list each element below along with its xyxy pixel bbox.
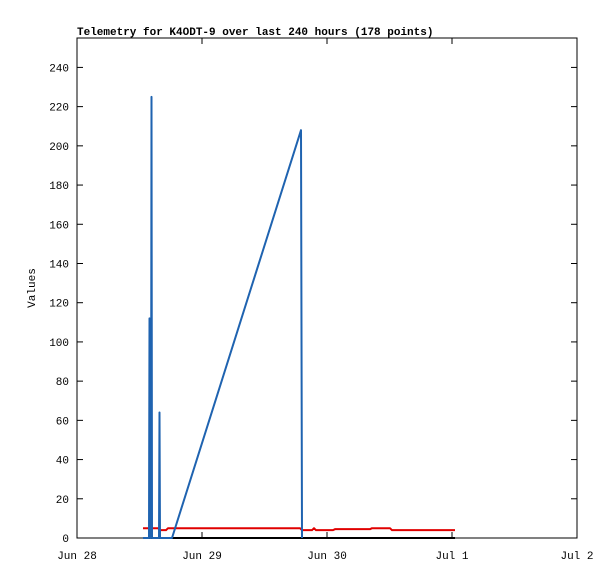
y-tick-label: 160 <box>49 220 69 232</box>
y-tick-label: 60 <box>56 416 69 428</box>
y-tick-label: 200 <box>49 142 69 154</box>
y-tick-label: 220 <box>49 103 69 115</box>
y-tick-label: 180 <box>49 181 69 193</box>
y-tick-label: 20 <box>56 495 69 507</box>
series-line <box>143 527 455 532</box>
y-axis-label: Values <box>27 268 39 308</box>
x-tick-label: Jul 2 <box>560 551 593 563</box>
y-tick-label: 40 <box>56 456 69 468</box>
chart-title: Telemetry for K4ODT-9 over last 240 hour… <box>77 27 433 39</box>
x-tick-label: Jun 29 <box>182 551 222 563</box>
y-tick-label: 240 <box>49 63 69 75</box>
y-tick-label: 0 <box>62 534 69 546</box>
y-tick-label: 100 <box>49 338 69 350</box>
x-tick-label: Jul 1 <box>435 551 468 563</box>
y-tick-label: 120 <box>49 299 69 311</box>
x-tick-label: Jun 28 <box>57 551 97 563</box>
series-line <box>143 95 303 539</box>
y-tick-label: 80 <box>56 377 69 389</box>
y-tick-label: 140 <box>49 259 69 271</box>
x-tick-label: Jun 30 <box>307 551 347 563</box>
